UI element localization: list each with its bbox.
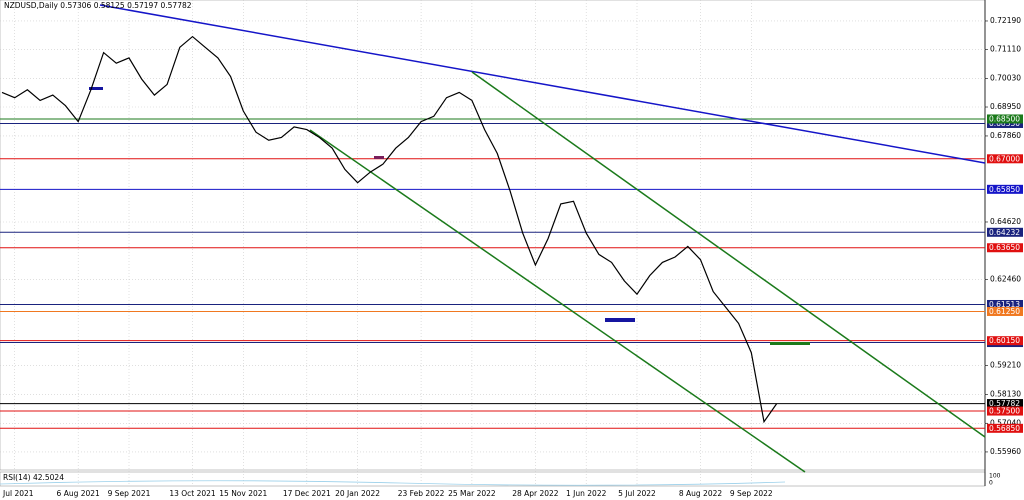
x-tick-label: 9 Sep 2021 [108,489,151,498]
x-tick-label: 15 Nov 2021 [219,489,267,498]
level-label: 0.68500 [989,114,1020,123]
marker [605,318,635,322]
price-line [1,35,778,424]
level-label: 0.65850 [989,185,1020,194]
level-tag [987,406,1023,416]
rsi-label: RSI(14) 42.5024 [3,473,64,482]
x-tick-label: 28 Apr 2022 [512,489,559,498]
level-label: 0.60150 [989,336,1020,345]
y-tick-label: 0.59210 [990,361,1021,370]
x-tick-label: 5 Jul 2022 [618,489,656,498]
level-label: 0.68330 [989,119,1020,128]
marker [89,87,103,90]
level-label: 0.63650 [989,243,1020,252]
y-tick-label: 0.71110 [990,45,1021,54]
level-label: 0.57500 [989,407,1020,416]
levels [0,118,985,429]
y-tick-label: 0.57040 [990,418,1021,427]
level-tag [987,184,1023,194]
y-tick-label: 0.70030 [990,73,1021,82]
level-tag [987,399,1023,409]
level-label: 0.64232 [989,228,1020,237]
x-tick-label: 1 Jun 2022 [566,489,607,498]
level-label: 0.61513 [989,300,1020,309]
y-tick-label: 0.72190 [990,16,1021,25]
level-label: 0.67000 [989,154,1020,163]
x-tick-label: 5 Jul 2021 [0,489,34,498]
rsi-scale: 0 [989,480,993,487]
y-tick-label: 0.58130 [990,389,1021,398]
level-label: 0.56850 [989,424,1020,433]
y-tick-label: 0.62460 [990,274,1021,283]
level-tag [987,336,1023,346]
level-tag [987,243,1023,253]
y-tick-label: 0.68950 [990,102,1021,111]
y-tick-label: 0.64620 [990,217,1021,226]
level-tag [987,154,1023,164]
channel-lower [309,129,806,473]
level-label: 0.57782 [989,399,1020,408]
price-panel [0,0,986,471]
y-tick-label: 0.55960 [990,447,1021,456]
chart-title: NZDUSD,Daily 0.57306 0.58125 0.57197 0.5… [4,1,192,10]
marker [770,342,810,345]
channel-upper [471,71,986,438]
level-tag [987,118,1023,128]
x-tick-label: 17 Dec 2021 [283,489,331,498]
x-tick-label: 25 Mar 2022 [448,489,496,498]
level-tag [987,299,1023,309]
x-tick-label: 23 Feb 2022 [398,489,445,498]
x-tick-label: 20 Jan 2022 [335,489,380,498]
x-tick-label: 6 Aug 2021 [57,489,100,498]
level-label: 0.61250 [989,307,1020,316]
x-tick-label: 8 Aug 2022 [679,489,722,498]
rsi-line [0,480,786,486]
level-tag [987,306,1023,316]
level-tag [987,114,1023,124]
trendline [99,4,986,164]
x-tick-label: 9 Sep 2022 [730,489,773,498]
rsi-panel [0,471,986,487]
y-tick-label: 0.67860 [990,131,1021,140]
marker [374,156,384,159]
x-tick-label: 13 Oct 2021 [169,489,216,498]
level-tag [987,423,1023,433]
rsi-scale: 100 [989,473,1001,480]
grid [0,0,985,486]
level-tag [987,227,1023,237]
